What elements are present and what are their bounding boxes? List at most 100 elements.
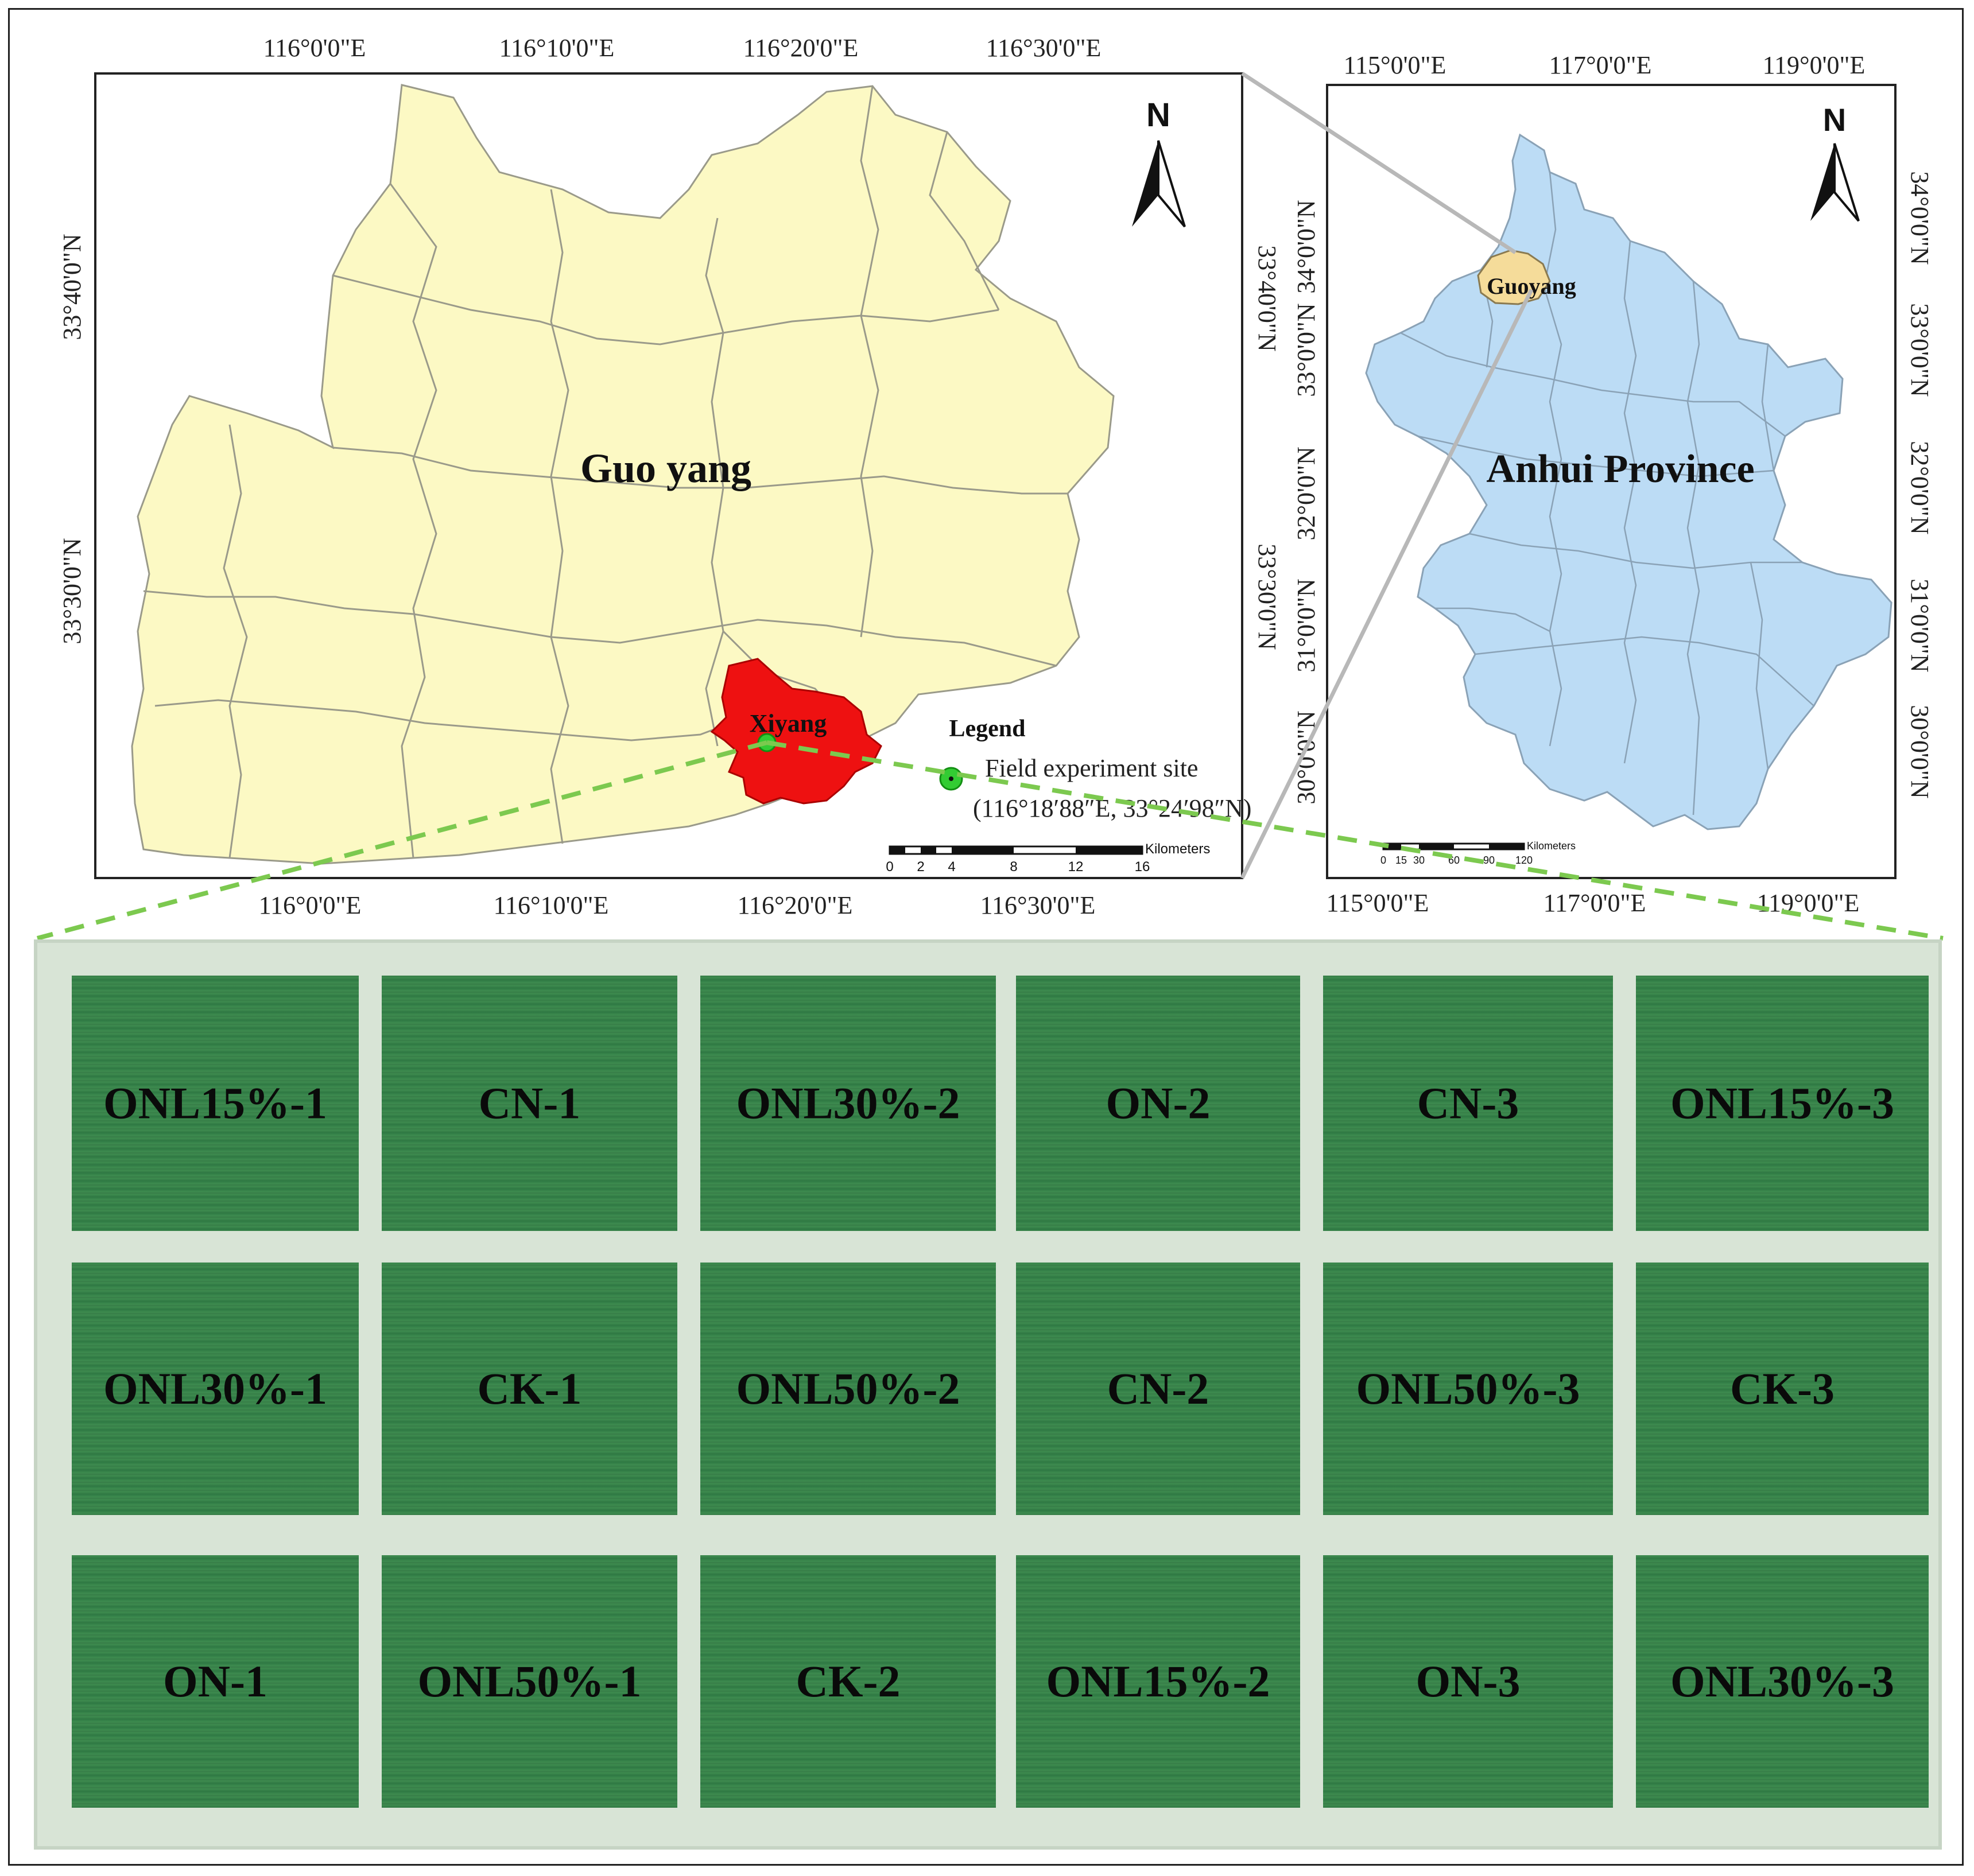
legend-coordinates: (116°18′88″E, 33°24′98″N)	[973, 794, 1251, 822]
svg-text:8: 8	[1010, 859, 1017, 875]
svg-text:0: 0	[1380, 855, 1386, 866]
svg-text:Kilometers: Kilometers	[1527, 840, 1576, 852]
plot-label: CK-1	[478, 1364, 582, 1413]
field-plot	[1636, 1555, 1929, 1808]
field-plot	[1016, 1263, 1300, 1515]
svg-text:N: N	[1146, 96, 1170, 134]
province-north-arrow-icon: N	[1810, 102, 1860, 222]
svg-text:120: 120	[1515, 855, 1533, 866]
plot-label: ON-3	[1416, 1656, 1521, 1706]
field-plot	[1016, 976, 1300, 1231]
field-plot	[1636, 976, 1929, 1231]
prov-lat-right-3: 32°0'0"N	[1906, 441, 1934, 534]
anhui-province-shape	[1365, 133, 1892, 830]
guoyang-county-label: Guoyang	[1487, 273, 1576, 299]
plot-label: CK-3	[1730, 1364, 1835, 1413]
field-plot	[72, 976, 359, 1231]
lon-tick-top-4: 116°30'0"E	[986, 34, 1102, 62]
svg-text:2: 2	[917, 859, 924, 875]
lat-tick-left-1: 33°40'0"N	[58, 234, 86, 340]
svg-text:12: 12	[1068, 859, 1084, 875]
field-plot	[700, 1263, 996, 1515]
field-plot	[72, 1555, 359, 1808]
lon-tick-bottom-1: 116°0'0"E	[259, 891, 362, 919]
prov-lon-bottom-3: 119°0'0"E	[1757, 889, 1860, 917]
township-boundaries	[143, 86, 1068, 859]
xiyang-town-shape	[710, 658, 882, 805]
svg-text:16: 16	[1135, 859, 1150, 875]
lon-tick-top-2: 116°10'0"E	[499, 34, 615, 62]
svg-text:N: N	[1823, 102, 1846, 138]
guoyang-map-label: Guo yang	[580, 445, 751, 491]
lat-tick-left-2: 33°30'0"N	[58, 538, 86, 644]
local-scale-bar: 0 2 4 8 12 16 Kilometers	[886, 841, 1210, 875]
prov-lon-top-2: 117°0'0"E	[1549, 51, 1652, 79]
lon-tick-top-1: 116°0'0"E	[263, 34, 366, 62]
field-photo: ONL15%-1 CN-1 ONL30%-2 ON-2 CN-3 ONL15%-3 ONL3…	[34, 939, 1942, 1850]
plot-label: ONL30%-3	[1670, 1656, 1894, 1706]
lon-tick-bottom-4: 116°30'0"E	[980, 891, 1096, 919]
plot-label: ONL50%-1	[418, 1656, 642, 1706]
legend-title: Legend	[949, 716, 1025, 742]
field-plot	[1323, 1555, 1613, 1808]
prov-lon-top-3: 119°0'0"E	[1763, 51, 1866, 79]
prov-lat-left-2: 33°0'0"N	[1292, 303, 1320, 397]
plot-label: ONL15%-1	[103, 1078, 327, 1128]
field-plot	[382, 1555, 677, 1808]
plot-label: CK-2	[796, 1656, 901, 1706]
prov-lat-right-4: 31°0'0"N	[1906, 578, 1934, 672]
field-plot	[1636, 1263, 1929, 1515]
svg-text:30: 30	[1413, 855, 1425, 866]
field-plot	[382, 1263, 677, 1515]
prefecture-boundaries	[1400, 172, 1814, 815]
plot-label: ONL30%-2	[736, 1078, 960, 1128]
field-plot	[1323, 976, 1613, 1231]
plot-label: ON-2	[1106, 1078, 1211, 1128]
prov-lat-left-1: 34°0'0"N	[1292, 200, 1320, 293]
prov-lon-bottom-2: 117°0'0"E	[1543, 889, 1646, 917]
local-map: Guo yang Xiyang 116°0'0"E 116°10'0"E 116…	[58, 34, 1281, 919]
svg-text:90: 90	[1483, 855, 1495, 866]
lat-tick-right-1: 33°40'0"N	[1253, 245, 1281, 351]
field-plot	[72, 1263, 359, 1515]
prov-lon-bottom-1: 115°0'0"E	[1327, 889, 1429, 917]
lat-tick-right-2: 33°30'0"N	[1253, 543, 1281, 650]
plot-label: CN-3	[1417, 1078, 1519, 1128]
plot-label: CN-1	[479, 1078, 581, 1128]
field-plot	[1016, 1555, 1300, 1808]
lon-tick-bottom-2: 116°10'0"E	[494, 891, 609, 919]
field-plot	[1323, 1263, 1613, 1515]
plot-label: ONL50%-2	[736, 1364, 960, 1413]
svg-text:Kilometers: Kilometers	[1145, 841, 1210, 857]
prov-lon-top-1: 115°0'0"E	[1344, 51, 1446, 79]
north-arrow-icon: N	[1132, 96, 1186, 228]
plot-label: ON-1	[163, 1656, 267, 1706]
plot-label: ONL50%-3	[1356, 1364, 1580, 1413]
lon-tick-bottom-3: 116°20'0"E	[738, 891, 853, 919]
svg-text:15: 15	[1395, 855, 1407, 866]
anhui-province-label: Anhui Province	[1486, 447, 1754, 491]
province-map: Guoyang Anhui Province 115°0'0"E 117°0'0…	[1292, 51, 1934, 917]
plot-label: ONL30%-1	[103, 1364, 327, 1413]
field-plot	[382, 976, 677, 1231]
xiyang-label: Xiyang	[750, 709, 827, 737]
map-connector-lines	[1240, 72, 1534, 879]
prov-lat-right-1: 34°0'0"N	[1906, 171, 1934, 265]
plot-label: CN-2	[1107, 1364, 1209, 1413]
svg-text:4: 4	[948, 859, 955, 875]
site-zoom-lines	[36, 740, 1944, 941]
prov-lat-right-2: 33°0'0"N	[1906, 303, 1934, 397]
legend-item-label: Field experiment site	[985, 754, 1198, 782]
lon-tick-top-3: 116°20'0"E	[743, 34, 859, 62]
plot-label: ONL15%-2	[1046, 1656, 1270, 1706]
figure-frame	[8, 8, 1964, 1866]
svg-text:0: 0	[886, 859, 893, 875]
plot-label: ONL15%-3	[1670, 1078, 1894, 1128]
prov-lat-left-3: 32°0'0"N	[1292, 446, 1320, 540]
prov-lat-left-4: 31°0'0"N	[1292, 578, 1320, 672]
field-plots: ONL15%-1 CN-1 ONL30%-2 ON-2 CN-3 ONL15%-3 ONL3…	[72, 976, 1929, 1808]
prov-lat-right-5: 30°0'0"N	[1906, 705, 1934, 798]
field-plot	[700, 1555, 996, 1808]
field-plot	[700, 976, 996, 1231]
